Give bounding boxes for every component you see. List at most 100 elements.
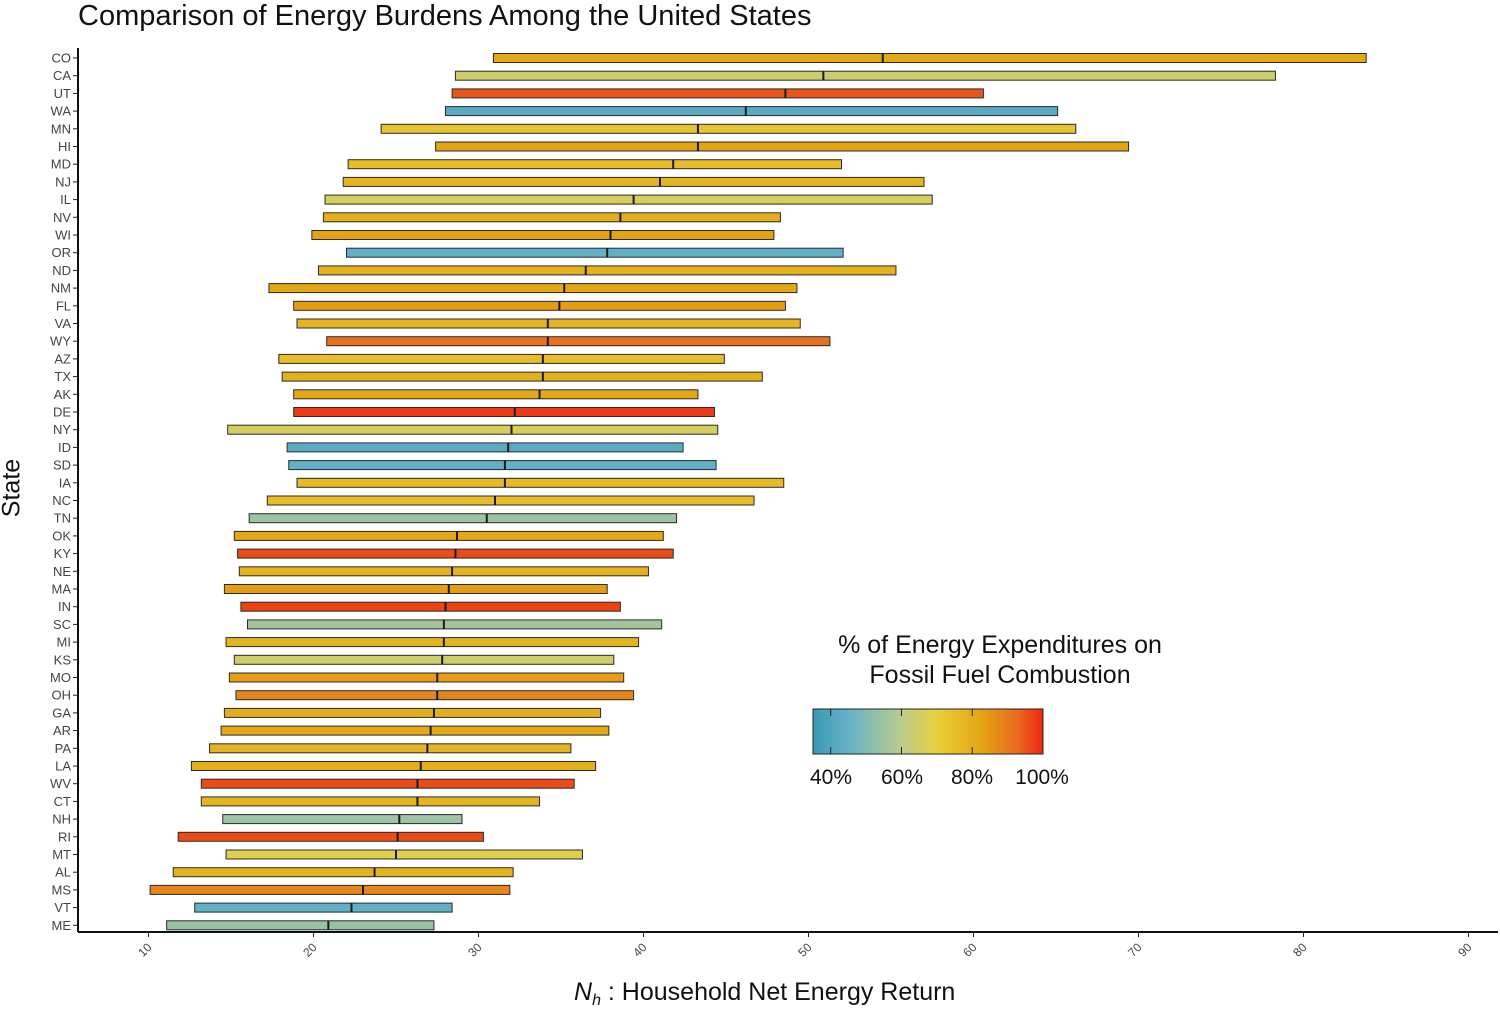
x-tick-label: 20 [300,940,320,960]
range-bar-tn [248,513,677,524]
y-tick-label-ma: MA [52,582,72,597]
y-tick-label-ct: CT [54,794,71,809]
range-bar-md [347,159,842,170]
y-tick-label-wv: WV [50,776,71,791]
y-tick-label-ca: CA [53,68,71,83]
y-tick-label-md: MD [51,157,71,172]
legend-tick-label: 100% [1015,766,1069,789]
x-tick-label: 30 [465,940,485,960]
y-tick-label-id: ID [58,440,71,455]
x-tick-label: 10 [135,940,155,960]
x-tick-label: 50 [795,940,815,960]
y-tick-label-ar: AR [53,723,71,738]
y-tick-label-mt: MT [52,847,71,862]
y-tick-label-wa: WA [51,104,72,119]
y-tick-label-ga: GA [52,705,71,720]
y-tick-label-sd: SD [53,458,71,473]
legend-title: % of Energy Expenditures on Fossil Fuel C… [780,630,1220,690]
legend-tick-label: 60% [880,766,924,789]
x-axis-title-sub: h [592,992,601,1009]
range-bar-co [492,53,1367,63]
legend-title-line2: Fossil Fuel Combustion [869,661,1131,689]
range-bar-ks [233,654,615,665]
range-bar-ia [296,477,785,488]
y-tick-label-hi: HI [58,139,71,154]
y-tick-label-tn: TN [54,511,71,526]
range-bar-nd [317,265,897,276]
y-axis-title: State [0,458,26,518]
range-bar-sc [247,619,663,630]
y-tick-label-fl: FL [56,298,71,313]
y-tick-label-or: OR [52,245,72,260]
range-bar-nm [268,283,798,294]
range-bar-nh [222,814,463,825]
y-tick-label-nd: ND [52,263,71,278]
y-tick-label-la: LA [55,759,71,774]
y-tick-label-ky: KY [54,546,72,561]
y-tick-label-ak: AK [54,387,72,402]
range-bar-wi [311,230,775,240]
y-tick-label-ne: NE [53,564,71,579]
range-bar-ne [238,566,649,577]
range-bar-oh [235,690,635,701]
range-bar-wa [445,106,1059,117]
range-bar-ny [227,424,719,435]
y-tick-label-mi: MI [57,635,71,650]
x-tick-label: 80 [1290,940,1310,960]
y-tick-label-oh: OH [52,688,72,703]
x-axis-title-var: N [574,978,593,1006]
y-tick-label-ny: NY [53,422,71,437]
range-bar-ma [223,584,608,594]
range-bar-az [278,353,725,364]
range-bar-nc [266,495,755,506]
y-tick-label-ms: MS [52,882,72,897]
y-tick-label-ok: OK [52,528,71,543]
range-bar-pa [209,743,572,754]
y-tick-label-pa: PA [55,741,72,756]
legend-colorbar [812,708,1044,755]
range-bar-ak [293,389,699,400]
y-tick-label-wy: WY [50,334,71,349]
y-tick-label-nm: NM [51,281,71,296]
range-bar-de [293,407,715,417]
x-axis-title: Nh : Household Net Energy Return [574,978,955,1010]
y-tick-label-il: IL [60,192,71,207]
y-tick-label-ks: KS [54,652,72,667]
range-bar-in [240,601,621,612]
range-bar-vt [194,902,453,913]
y-tick-label-nv: NV [53,210,71,225]
legend-tick-label: 40% [809,766,853,789]
x-tick-label: 40 [630,940,650,960]
range-bar-ri [177,831,484,842]
range-bar-or [346,247,844,258]
range-bar-ga [223,707,602,718]
range-bar-sd [288,460,717,471]
x-tick-label: 70 [1125,940,1145,960]
x-tick-label: 90 [1455,940,1475,960]
range-bar-ct [200,796,541,807]
range-bar-ar [220,725,610,736]
legend-title-line1: % of Energy Expenditures on [838,631,1162,659]
y-tick-label-al: AL [55,865,71,880]
range-bar-tx [281,371,763,382]
range-bar-la [190,761,597,771]
x-axis-title-text: : Household Net Energy Return [600,978,956,1006]
range-bar-hi [435,141,1130,152]
range-bar-id [286,442,684,453]
y-tick-label-va: VA [55,316,72,331]
y-tick-label-mo: MO [50,670,71,685]
y-tick-label-de: DE [53,405,71,420]
range-bar-mt [225,849,583,860]
range-bar-wv [200,778,575,789]
range-bar-al [172,867,514,878]
range-bar-nj [342,176,925,187]
range-bar-ca [454,70,1276,81]
legend-tick-label: 80% [950,766,994,789]
range-bar-ut [451,88,984,99]
y-tick-label-nh: NH [52,812,71,827]
range-bar-il [324,194,933,205]
y-tick-label-tx: TX [54,369,71,384]
y-tick-label-me: ME [52,918,72,933]
y-tick-label-ut: UT [54,86,71,101]
